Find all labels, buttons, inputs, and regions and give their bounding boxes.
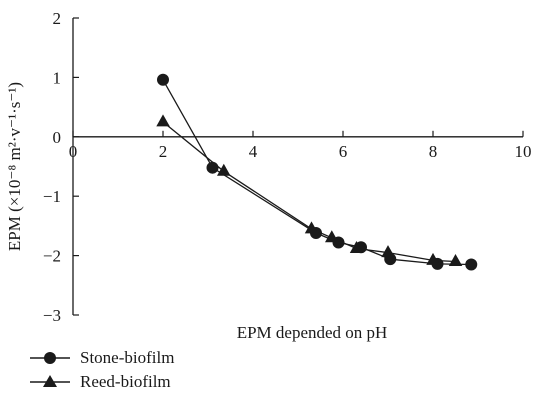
axes [72, 18, 523, 315]
data-point [325, 230, 339, 243]
data-point [206, 161, 219, 174]
circle-marker-icon [30, 352, 70, 364]
data-point [349, 241, 364, 253]
x-axis-label: EPM depended on pH [237, 323, 388, 342]
y-tick-label: 1 [53, 68, 62, 87]
x-tick-label: 0 [69, 142, 78, 161]
x-tick-label: 2 [159, 142, 168, 161]
y-axis-label: EPM (×10⁻⁸ m²·v⁻¹·s⁻¹) [5, 82, 24, 251]
triangle-marker-icon [30, 375, 70, 387]
data-point [426, 252, 440, 265]
data-point [217, 163, 231, 176]
data-point [381, 245, 395, 258]
data-point [465, 258, 478, 271]
legend-item-reed-biofilm: Reed-biofilm [28, 370, 174, 394]
data-point [304, 221, 319, 234]
x-tick-label: 4 [249, 142, 258, 161]
x-tick-label: 8 [429, 142, 438, 161]
series-layer [156, 73, 478, 271]
data-point [157, 73, 169, 86]
y-tick-label: −1 [43, 187, 61, 206]
series-reed-biofilm [156, 114, 463, 266]
legend: Stone-biofilm Reed-biofilm [28, 346, 174, 394]
y-tick-label: 0 [53, 128, 62, 147]
y-tick-label: −2 [43, 247, 61, 266]
x-tick-label: 6 [339, 142, 348, 161]
series-line [162, 121, 456, 263]
x-tick-label: 10 [515, 142, 532, 161]
series-stone-biofilm [157, 73, 478, 271]
legend-label-reed-biofilm: Reed-biofilm [80, 372, 171, 391]
y-tick-label: 2 [53, 9, 62, 28]
y-tick-label: −3 [43, 306, 61, 325]
data-point [156, 114, 170, 127]
legend-item-stone-biofilm: Stone-biofilm [28, 346, 174, 370]
data-point [448, 254, 463, 266]
legend-label-stone-biofilm: Stone-biofilm [80, 348, 175, 367]
